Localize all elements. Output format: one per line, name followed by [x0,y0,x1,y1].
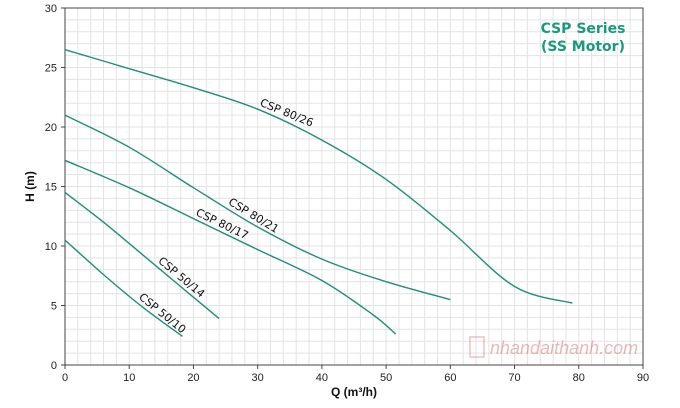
x-tick-label: 20 [187,372,199,384]
series-line [64,114,451,301]
x-tick-label: 30 [252,372,264,384]
series-lines [64,49,573,337]
x-tick-label: 60 [444,372,456,384]
x-tick-label: 10 [123,372,135,384]
watermark: nhandaithanh.com [469,336,638,358]
watermark-logo-box [469,336,485,358]
x-tick-label: 80 [573,372,585,384]
series-line [64,239,183,337]
x-tick-label: 40 [316,372,328,384]
y-tick-label: 30 [45,3,57,15]
y-tick-label: 5 [51,301,57,313]
y-axis-ticks: 0 5 10 15 20 25 30 [45,3,65,372]
chart-title: CSP Series [541,21,626,37]
watermark-text: nhandaithanh.com [490,338,638,358]
x-axis-ticks: 0 10 20 30 40 50 60 70 80 90 [62,365,649,384]
y-axis-title: H (m) [23,171,37,202]
x-axis-title: Q (m³/h) [331,385,377,399]
x-tick-label: 90 [637,372,649,384]
series-line [64,49,573,304]
x-tick-label: 0 [62,372,68,384]
y-tick-label: 10 [45,241,57,253]
y-tick-label: 20 [45,122,57,134]
series-line [64,191,220,320]
chart-subtitle: (SS Motor) [541,39,625,55]
series-line [64,159,397,335]
x-tick-label: 70 [508,372,520,384]
y-tick-label: 15 [45,182,57,194]
y-tick-label: 0 [51,360,57,372]
x-tick-label: 50 [380,372,392,384]
y-tick-label: 25 [45,63,57,75]
